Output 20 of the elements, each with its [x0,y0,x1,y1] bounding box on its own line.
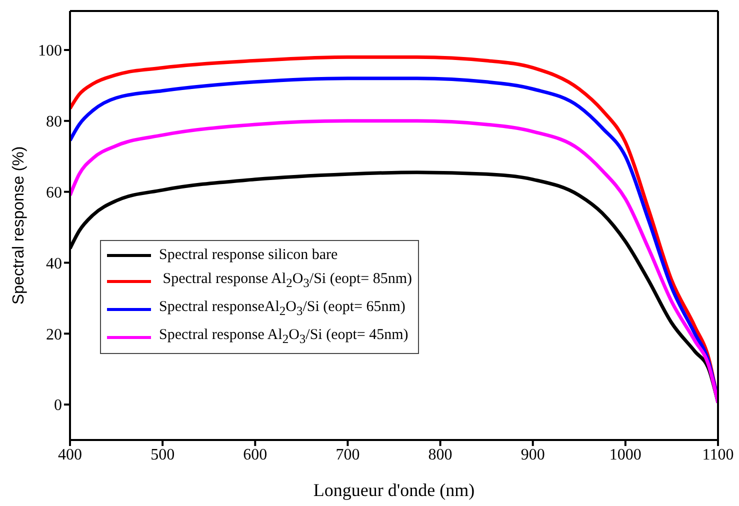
y-tick-label: 0 [54,397,62,414]
x-tick-label: 600 [243,446,268,464]
y-tick-label: 20 [46,326,62,344]
x-tick-label: 400 [58,446,82,464]
legend-label: Spectral response silicon bare [159,246,338,265]
y-tick-label: 40 [46,255,62,272]
x-tick-label: 800 [428,446,452,464]
x-tick-label: 700 [336,446,360,464]
x-tick-label: 1100 [702,446,734,464]
x-tick-label: 1000 [609,446,642,464]
y-tick-label: 60 [46,184,62,202]
x-tick-label: 500 [150,446,175,464]
legend-label: Spectral response Al$_{2}$O$_{3}$/Si (eopt= 85nm) [162,270,412,292]
x-tick-label: 900 [520,446,545,464]
legend-label: Spectral responseAl$_{2}$O$_{3}$/Si (eopt= 65nm) [159,298,406,320]
y-axis-title: Spectral response (%) [10,146,28,305]
x-axis-title: Longueur d'onde (nm) [313,480,475,500]
y-tick-label: 100 [38,42,62,60]
legend-label: Spectral response Al$_{2}$O$_{3}$/Si (eopt= 45nm) [159,326,408,348]
y-tick-label: 80 [46,114,62,131]
